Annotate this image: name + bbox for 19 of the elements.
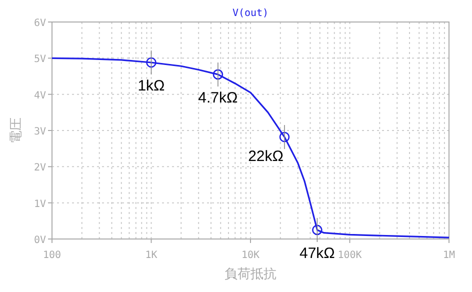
annotation: 22kΩ (248, 148, 284, 166)
x-tick-label: 1K (145, 250, 158, 261)
y-tick-label: 2V (34, 162, 46, 174)
x-tick-label: 1M (442, 250, 456, 261)
y-tick-label: 1V (34, 198, 46, 210)
annotation: 1kΩ (138, 78, 165, 95)
x-tick-label: 10K (241, 250, 260, 261)
y-tick-label: 0V (34, 235, 46, 246)
x-tick-label: 100 (42, 250, 62, 261)
y-tick-label: 5V (34, 54, 46, 66)
x-axis-title: 負荷抵抗 (224, 267, 276, 282)
y-tick-label: 3V (34, 126, 46, 138)
annotation: 4.7kΩ (198, 89, 238, 106)
y-tick-label: 6V (34, 18, 46, 29)
chart-title: V(out) (232, 8, 269, 19)
annotation: 47kΩ (300, 244, 335, 262)
x-tick-label: 100K (338, 250, 362, 261)
y-tick-label: 4V (34, 90, 46, 102)
y-axis-title: 電圧 (9, 118, 24, 144)
